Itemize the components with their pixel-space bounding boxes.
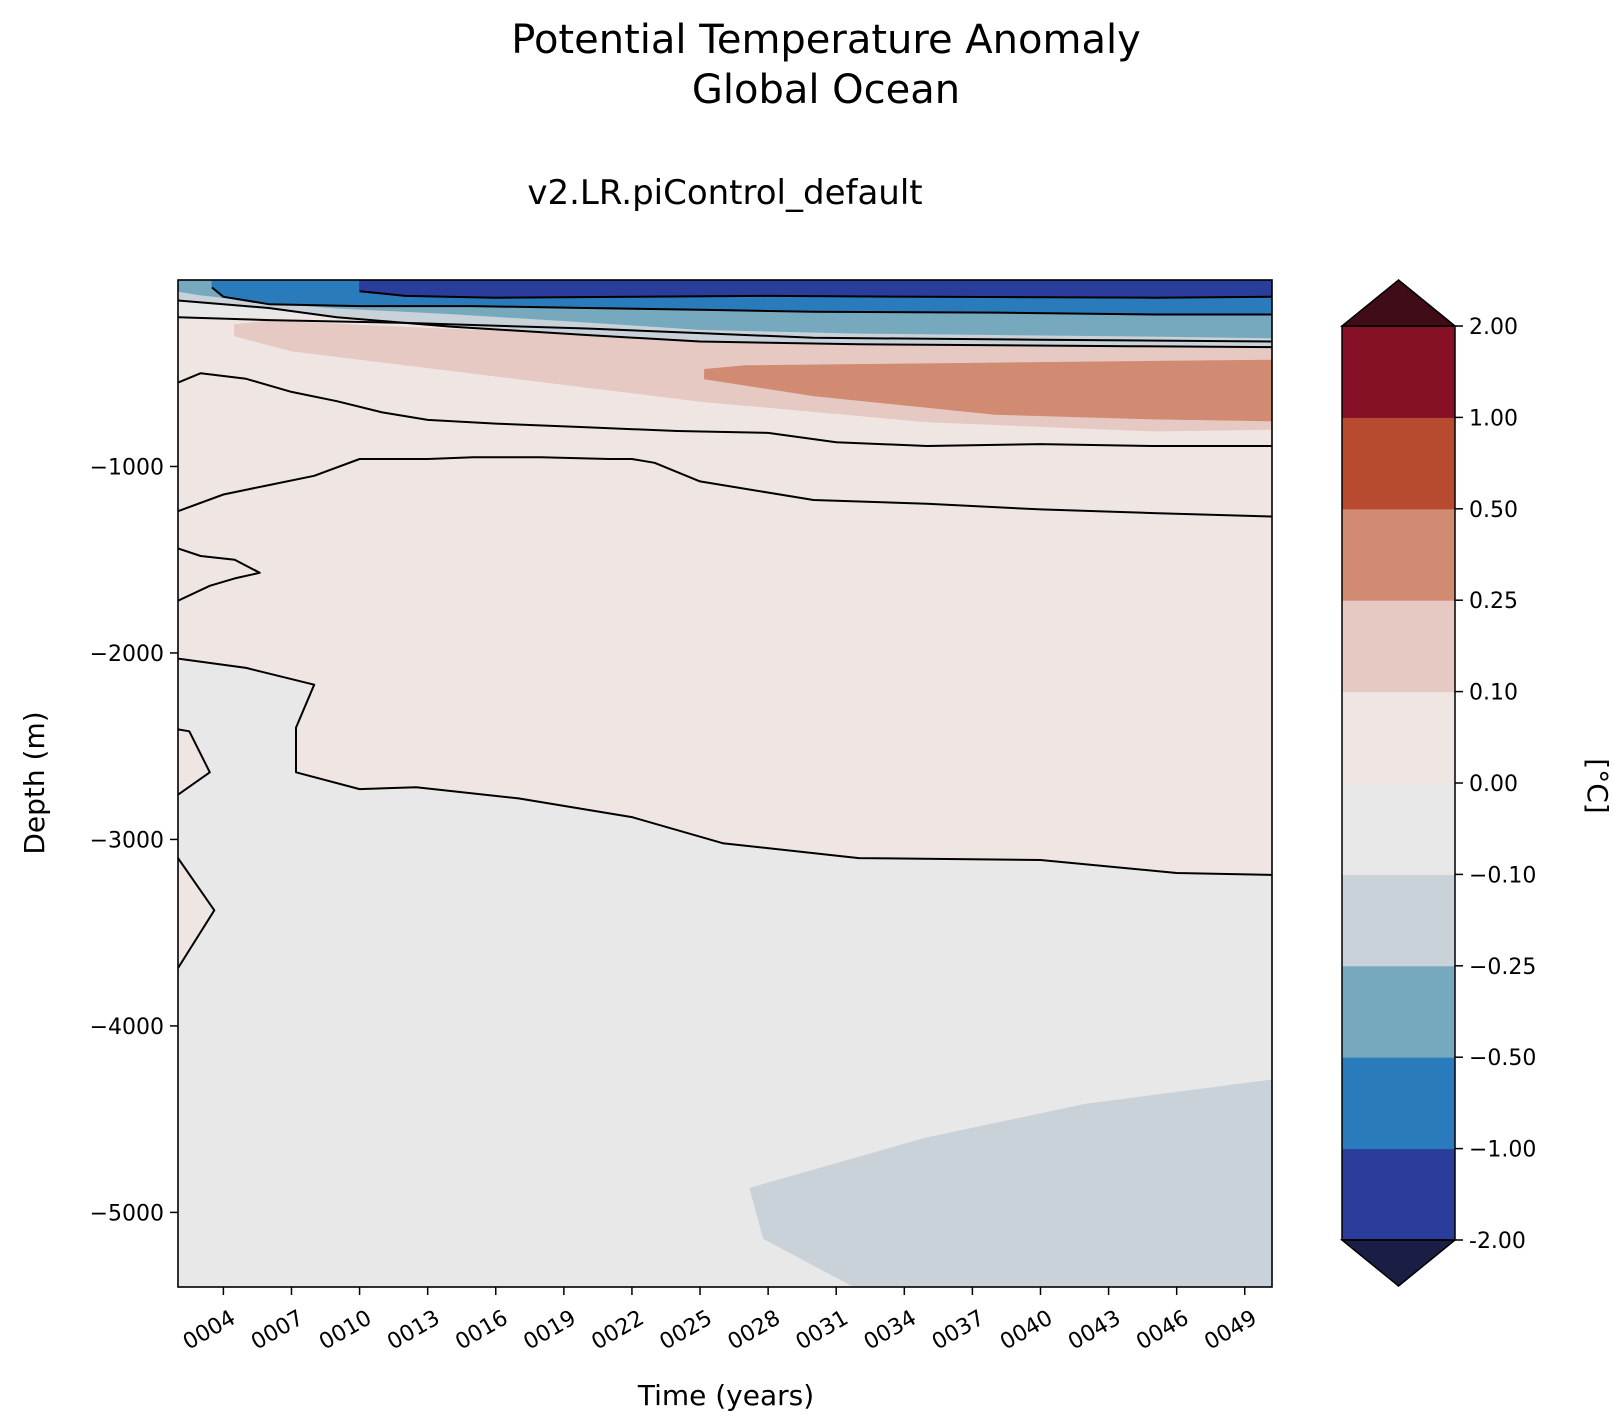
x-tick-label-0010: 0010 [315,1306,376,1356]
colorbar-tick-label-8: 0.50 [1469,498,1518,523]
contour-region-10 [749,1079,1272,1287]
x-tick-label-0007: 0007 [247,1306,308,1356]
colorbar-tick-label-3: −0.25 [1469,955,1536,980]
y-tick-label-4: −5000 [90,1201,164,1226]
colorbar-tick-label-1: −1.00 [1469,1138,1536,1163]
x-axis-label: Time (years) [637,1379,814,1412]
x-tick-label-0016: 0016 [451,1306,512,1356]
chart-title-line-2: Global Ocean [692,67,960,113]
colorbar-tick-label-10: 2.00 [1469,315,1518,340]
colorbar-tick-label-0: -2.00 [1469,1229,1526,1254]
colorbar-tick-label-5: 0.00 [1469,772,1518,797]
colorbar-band-2 [1342,965,1455,1058]
colorbar-tick-label-7: 0.25 [1469,589,1518,614]
x-tick-label-0004: 0004 [179,1306,240,1356]
colorbar-tick-label-4: −0.10 [1469,863,1536,888]
y-tick-label-1: −2000 [90,642,164,667]
contour-region-5 [704,359,1272,422]
colorbar-band-4 [1342,783,1455,875]
x-tick-label-0046: 0046 [1132,1306,1193,1356]
contour-fill-regions [178,280,1272,1287]
colorbar-band-0 [1342,1148,1455,1241]
colorbar-band-5 [1342,691,1455,784]
chart-title-line-1: Potential Temperature Anomaly [511,17,1141,63]
contour-line-2 [178,372,1272,447]
y-axis-label: Depth (m) [18,711,51,854]
contour-line-8 [211,286,1272,316]
contour-line-9 [359,290,1272,299]
y-axis: −1000 −2000 −3000 −4000 −5000 [90,455,178,1226]
colorbar-tick-label-9: 1.00 [1469,406,1518,431]
colorbar: -2.00 −1.00 −0.50 −0.25 −0.10 0.00 0.10 0.25 0.5… [1339,279,1536,1287]
contour-line-4 [178,547,261,602]
colorbar-tick-label-6: 0.10 [1469,681,1518,706]
contour-line-3 [178,456,1272,518]
colorbar-band-8 [1342,417,1455,510]
colorbar-tick-label-2: −0.50 [1469,1046,1536,1071]
plot-frame [177,279,1273,1288]
y-tick-label-3: −4000 [90,1015,164,1040]
x-tick-label-0013: 0013 [383,1306,444,1356]
x-tick-label-0049: 0049 [1200,1306,1261,1356]
contour-line-0 [178,299,1272,349]
y-tick-label-0: −1000 [90,455,164,480]
x-tick-label-0043: 0043 [1064,1306,1125,1356]
plot-area [177,279,1273,1288]
contour-line-6 [178,728,211,796]
colorbar-band-6 [1342,600,1455,693]
x-tick-label-0022: 0022 [588,1306,649,1356]
x-axis: 0004 0007 0010 0013 0016 0019 0022 0025 0028 0031… [179,1287,1261,1355]
x-tick-label-0034: 0034 [860,1306,921,1356]
contour-region-9 [359,280,1272,299]
colorbar-band-9 [1342,326,1455,418]
x-tick-label-0019: 0019 [519,1306,580,1356]
chart-subtitle: v2.LR.piControl_default [527,173,922,213]
colorbar-band-1 [1342,1057,1455,1150]
y-tick-label-2: −3000 [90,828,164,853]
colorbar-label: [°C] [1581,758,1613,813]
contour-lines [178,286,1272,969]
x-tick-label-0025: 0025 [656,1306,717,1356]
x-tick-label-0037: 0037 [928,1306,989,1356]
colorbar-over-extension [1339,279,1458,327]
contour-line-5 [178,657,1272,876]
x-tick-label-0028: 0028 [724,1306,785,1356]
colorbar-under-extension [1339,1239,1458,1287]
contour-line-1 [178,316,1272,343]
x-tick-label-0040: 0040 [996,1306,1057,1356]
x-tick-label-0031: 0031 [792,1306,853,1356]
colorbar-band-7 [1342,508,1455,601]
contour-line-7 [178,857,216,969]
colorbar-band-3 [1342,874,1455,967]
